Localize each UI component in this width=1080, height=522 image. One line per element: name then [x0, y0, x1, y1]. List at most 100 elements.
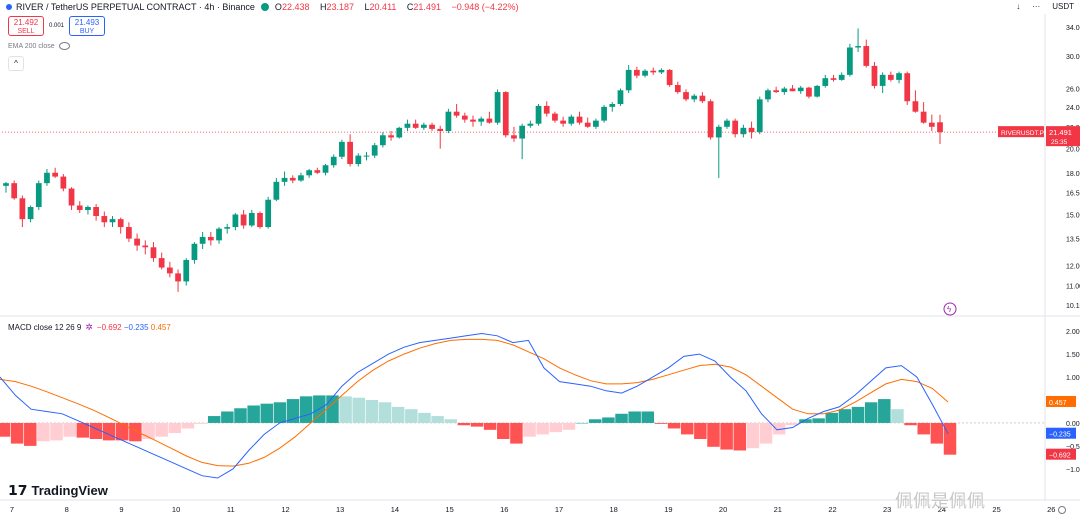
- tradingview-logo[interactable]: 𝟭𝟳 TradingView: [8, 482, 108, 499]
- candle-body: [855, 46, 861, 48]
- candle-body: [715, 126, 722, 138]
- candle-body: [330, 156, 337, 166]
- macd-histogram-bar: [772, 422, 786, 435]
- macd-histogram-bar: [470, 422, 484, 427]
- candle-body: [19, 198, 26, 220]
- candle-body: [625, 69, 632, 91]
- sell-button[interactable]: 21.492 SELL: [8, 16, 44, 36]
- candle-body: [281, 177, 288, 182]
- macd-tick-label: −1.000: [1066, 467, 1080, 474]
- candle-body: [207, 236, 214, 241]
- candle-body: [191, 243, 198, 260]
- macd-histogram-bar: [102, 422, 116, 441]
- eye-hidden-icon[interactable]: [58, 42, 70, 50]
- candle-body: [175, 273, 181, 282]
- signal-value-tag-text: 0.457: [1049, 400, 1067, 407]
- candle-body: [371, 145, 378, 156]
- time-tick-label: 14: [391, 505, 399, 514]
- macd-histogram-bar: [904, 422, 917, 426]
- macd-tick-label: 1.500: [1066, 352, 1080, 359]
- candle-body: [298, 175, 304, 181]
- time-tick-label: 12: [281, 505, 289, 514]
- candle-body: [486, 118, 493, 123]
- candle-body: [674, 85, 681, 93]
- macd-histogram-bar: [733, 422, 747, 451]
- time-tick-label: 18: [610, 505, 618, 514]
- market-open-icon: [260, 3, 269, 11]
- candle-body: [396, 127, 403, 138]
- macd-histogram-bar: [746, 422, 760, 449]
- indicator-settings-icon[interactable]: ✲: [85, 322, 93, 332]
- macd-histogram-bar: [155, 422, 168, 437]
- macd-histogram-bar: [786, 422, 799, 426]
- time-tick-label: 7: [10, 505, 14, 514]
- candle-body: [748, 127, 755, 133]
- hist-value-tag-bg: [1046, 448, 1076, 460]
- candle-body: [887, 74, 894, 80]
- candle-body: [494, 92, 501, 123]
- candle-body: [601, 106, 607, 121]
- macd-tick-label: 0.000: [1066, 421, 1080, 428]
- time-tick-label: 15: [445, 505, 453, 514]
- arrow-down-icon[interactable]: ↓: [1016, 2, 1021, 11]
- candle-body: [126, 227, 132, 239]
- candle-body: [232, 214, 239, 228]
- ema-legend[interactable]: EMA 200 close: [8, 42, 70, 50]
- candle-body: [568, 116, 575, 124]
- price-tick-label: 20.000: [1066, 147, 1080, 154]
- candle-body: [355, 155, 362, 165]
- candle-body: [797, 87, 804, 92]
- price-tick-label: 10.100: [1066, 303, 1080, 310]
- macd-histogram-bar: [142, 422, 155, 439]
- candle-body: [461, 115, 468, 120]
- candle-body: [511, 135, 517, 139]
- macd-tick-label: 1.000: [1066, 375, 1080, 382]
- symbol-title[interactable]: RIVER / TetherUS PERPETUAL CONTRACT · 4h…: [16, 2, 255, 12]
- macd-histogram-bar: [168, 422, 182, 434]
- candle-body: [527, 123, 534, 126]
- candle-body: [765, 90, 771, 100]
- buy-button[interactable]: 21.493 BUY: [69, 16, 106, 36]
- candle-body: [109, 219, 116, 223]
- candle-body: [404, 123, 411, 128]
- trade-buttons: 21.492 SELL 0.001 21.493 BUY: [8, 16, 106, 36]
- candle-body: [732, 120, 739, 135]
- candle-body: [445, 111, 452, 131]
- macd-histogram-bar: [247, 405, 260, 423]
- collapse-legend-button[interactable]: ^: [8, 56, 24, 71]
- macd-histogram-bar: [483, 422, 497, 430]
- sell-price: 21.492: [13, 18, 39, 27]
- symbol-tag-bg: [998, 126, 1044, 138]
- macd-histogram-bar: [851, 406, 865, 423]
- time-tick-label: 25: [992, 505, 1000, 514]
- low-value: L20.411: [364, 2, 397, 12]
- last-price-tag-text: 21.491: [1049, 128, 1072, 137]
- time-tick-label: 8: [65, 505, 69, 514]
- candle-body: [871, 65, 878, 86]
- macd-histogram-bar: [76, 422, 90, 438]
- macd-histogram-bar: [129, 422, 142, 442]
- macd-legend[interactable]: MACD close 12 26 9 ✲ −0.692 −0.235 0.457: [8, 322, 171, 333]
- candle-body: [593, 120, 599, 127]
- time-tick-label: 11: [227, 505, 235, 514]
- buy-label: BUY: [79, 28, 95, 35]
- candle-body: [896, 73, 902, 80]
- candle-body: [502, 92, 509, 136]
- more-icon[interactable]: ···: [1032, 2, 1041, 11]
- candle-body: [158, 258, 165, 268]
- candle-body: [633, 69, 640, 76]
- candle-body: [838, 74, 845, 80]
- candle-body: [789, 88, 796, 92]
- candle-body: [166, 267, 173, 274]
- sell-label: SELL: [17, 28, 35, 35]
- settings-gear-icon: [1058, 506, 1066, 514]
- candle-body: [724, 120, 730, 127]
- ema-label: EMA 200 close: [8, 42, 55, 50]
- macd-histogram-bar: [812, 418, 825, 423]
- candle-body: [683, 92, 689, 100]
- macd-histogram-bar: [562, 422, 576, 430]
- currency-selector[interactable]: USDT: [1052, 2, 1074, 11]
- time-tick-label: 21: [774, 505, 782, 514]
- macd-histogram-bar: [63, 422, 76, 437]
